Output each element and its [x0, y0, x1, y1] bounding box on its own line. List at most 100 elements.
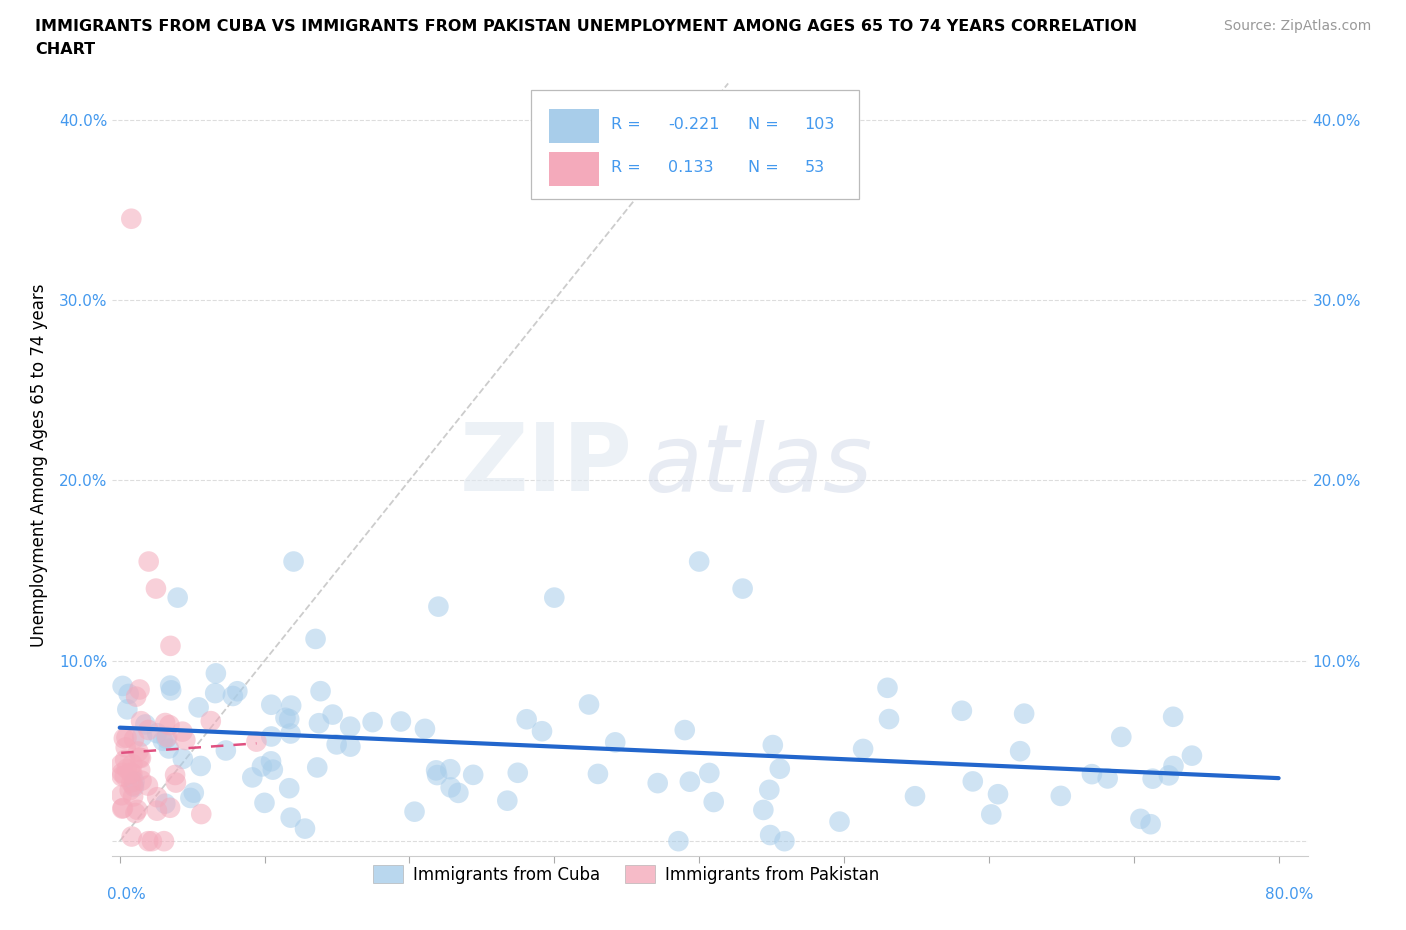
Text: -0.221: -0.221 [668, 117, 720, 132]
Text: 80.0%: 80.0% [1265, 887, 1313, 902]
Point [138, 554, 160, 569]
Point [115, 762, 138, 777]
Point [121, 829, 143, 844]
Point [114, 752, 136, 767]
Point [110, 757, 132, 772]
Point [114, 740, 136, 755]
Point [125, 689, 148, 704]
Point [159, 801, 181, 816]
Point [121, 757, 143, 772]
Point [447, 786, 470, 801]
Point [172, 751, 194, 766]
Point [543, 591, 565, 605]
Point [309, 684, 332, 698]
Point [1081, 766, 1104, 781]
Point [1161, 710, 1184, 724]
Point [876, 681, 898, 696]
Point [110, 788, 132, 803]
Point [222, 688, 245, 703]
Text: ZIP: ZIP [460, 419, 633, 511]
Point [731, 581, 754, 596]
Point [1163, 759, 1185, 774]
Point [699, 765, 721, 780]
Point [159, 718, 181, 733]
Point [1012, 706, 1035, 721]
Point [250, 759, 273, 774]
Point [404, 804, 426, 819]
Point [155, 715, 177, 730]
Point [240, 770, 263, 785]
Point [136, 833, 159, 848]
Point [274, 711, 297, 725]
Point [155, 731, 177, 746]
Point [190, 759, 212, 774]
FancyBboxPatch shape [548, 109, 599, 143]
Point [304, 631, 326, 646]
Point [828, 814, 851, 829]
Point [159, 678, 181, 693]
Point [260, 754, 283, 769]
Point [128, 682, 150, 697]
FancyBboxPatch shape [548, 152, 599, 186]
Point [647, 776, 669, 790]
Point [506, 765, 529, 780]
Point [118, 783, 141, 798]
Point [530, 724, 553, 738]
Point [1181, 749, 1204, 764]
Point [904, 789, 927, 804]
Point [165, 767, 187, 782]
Point [122, 789, 145, 804]
Point [762, 737, 785, 752]
Text: atlas: atlas [644, 419, 873, 511]
Point [294, 821, 316, 836]
Point [688, 554, 710, 569]
Point [153, 833, 176, 848]
Point [115, 730, 138, 745]
Point [129, 751, 152, 765]
Point [127, 744, 149, 759]
Point [138, 723, 160, 737]
Point [111, 765, 134, 780]
Point [339, 719, 361, 734]
Point [124, 805, 146, 820]
FancyBboxPatch shape [531, 90, 859, 199]
Point [172, 724, 194, 739]
Point [307, 760, 329, 775]
Point [278, 781, 301, 796]
Text: 0.0%: 0.0% [107, 887, 145, 902]
Point [155, 796, 177, 811]
Text: R =: R = [610, 160, 645, 175]
Point [759, 828, 782, 843]
Point [605, 735, 627, 750]
Point [122, 778, 145, 793]
Point [159, 638, 181, 653]
Point [440, 780, 463, 795]
Point [111, 769, 134, 784]
Point [112, 731, 135, 746]
Text: Source: ZipAtlas.com: Source: ZipAtlas.com [1223, 19, 1371, 33]
Point [152, 734, 174, 749]
Point [1111, 729, 1133, 744]
Point [129, 713, 152, 728]
Text: N =: N = [748, 117, 785, 132]
Point [187, 700, 209, 715]
Point [668, 833, 690, 848]
Point [425, 763, 447, 777]
Point [1049, 789, 1071, 804]
Point [131, 729, 153, 744]
Point [146, 804, 169, 818]
Point [752, 803, 775, 817]
Point [226, 684, 249, 698]
Point [200, 713, 222, 728]
Point [117, 702, 139, 717]
Point [122, 779, 145, 794]
Point [426, 767, 449, 782]
Point [1097, 771, 1119, 786]
Point [950, 703, 973, 718]
Point [673, 723, 696, 737]
Point [141, 833, 163, 848]
Point [262, 763, 284, 777]
Point [280, 810, 302, 825]
Point [117, 686, 139, 701]
Point [769, 762, 792, 777]
